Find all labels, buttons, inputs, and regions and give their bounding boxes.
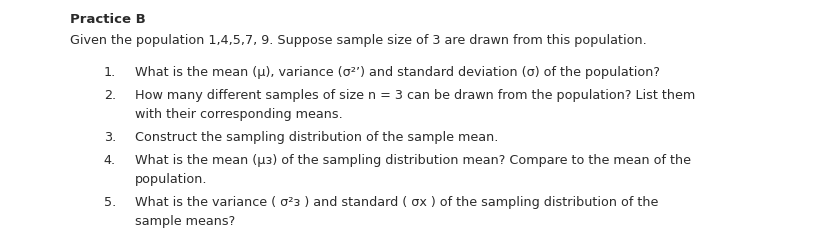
Text: What is the variance ( σ²ᴈ ) and standard ( σx ) of the sampling distribution of: What is the variance ( σ²ᴈ ) and standar… — [135, 196, 657, 209]
Text: How many different samples of size n = 3 can be drawn from the population? List : How many different samples of size n = 3… — [135, 89, 695, 102]
Text: Given the population 1,4,5,7, 9. Suppose sample size of 3 are drawn from this po: Given the population 1,4,5,7, 9. Suppose… — [70, 34, 647, 47]
Text: 1.: 1. — [103, 66, 116, 79]
Text: Construct the sampling distribution of the sample mean.: Construct the sampling distribution of t… — [135, 131, 498, 144]
Text: 4.: 4. — [103, 154, 116, 167]
Text: What is the mean (μᴈ) of the sampling distribution mean? Compare to the mean of : What is the mean (μᴈ) of the sampling di… — [135, 154, 690, 167]
Text: with their corresponding means.: with their corresponding means. — [135, 108, 342, 121]
Text: 2.: 2. — [103, 89, 116, 102]
Text: 5.: 5. — [103, 196, 116, 209]
Text: What is the mean (μ), variance (σ²’) and standard deviation (σ) of the populatio: What is the mean (μ), variance (σ²’) and… — [135, 66, 659, 79]
Text: population.: population. — [135, 173, 208, 186]
Text: Practice B: Practice B — [70, 13, 146, 26]
Text: sample means?: sample means? — [135, 215, 235, 228]
Text: 3.: 3. — [103, 131, 116, 144]
